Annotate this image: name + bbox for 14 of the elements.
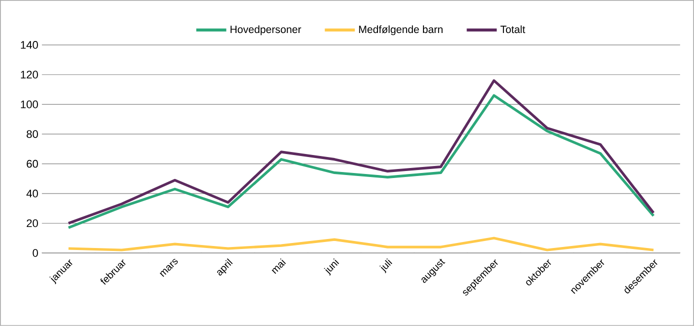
y-tick-label: 120 [20,70,38,79]
legend-label: Hovedpersoner [230,25,302,36]
x-tick-label: mai [272,258,286,274]
y-tick-label: 80 [26,130,38,138]
legend-label: Medfølgende barn [359,25,443,36]
y-tick-label: 40 [26,190,38,198]
y-tick-label: 140 [20,41,38,49]
y-tick-label: 20 [26,219,38,228]
x-tick-label: juli [379,258,392,274]
legend-label: Totalt [500,25,526,34]
y-tick-label: 0 [32,249,38,257]
y-tick-label: 100 [20,100,38,108]
y-tick-label: 60 [26,160,38,168]
line-series [67,236,655,252]
